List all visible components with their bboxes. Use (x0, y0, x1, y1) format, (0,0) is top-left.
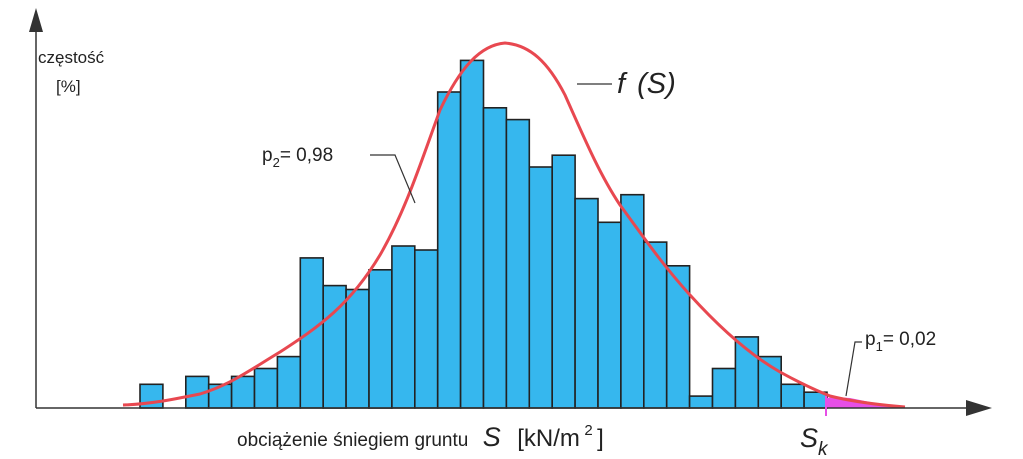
curve-label-f: f (617, 68, 628, 100)
histogram-bar (253, 367, 279, 409)
x-axis-arrow (966, 400, 992, 416)
x-axis-symbol: S (483, 422, 501, 452)
p1-label: p1= 0,02 (865, 329, 936, 354)
histogram-bar (482, 107, 508, 409)
p1-leader (845, 341, 862, 397)
curve-label: f (S) (617, 68, 676, 100)
histogram-bar (665, 264, 691, 409)
histogram-bar (299, 257, 324, 409)
y-axis-unit: [%] (56, 77, 81, 96)
sk-label: Sk (800, 423, 829, 459)
y-axis-arrow (29, 8, 43, 32)
histogram-bar (345, 288, 370, 409)
x-axis-label: obciążenie śniegiem gruntu S [kN/m 2 ] (237, 422, 604, 452)
curve-label-arg: (S) (637, 68, 676, 100)
histogram-bar (391, 245, 416, 409)
histogram-bar (505, 118, 531, 409)
histogram-bar (574, 197, 599, 409)
sk-s: S (800, 423, 818, 453)
histogram-bar (276, 355, 302, 409)
density-curve (122, 41, 906, 409)
x-axis-unit-exp: 2 (584, 422, 592, 439)
p1-value: = 0,02 (883, 329, 936, 350)
histogram-bar (620, 193, 645, 409)
histogram-bar (642, 241, 668, 409)
x-axis-unit: [kN/m (517, 425, 580, 452)
histogram-bar (528, 166, 553, 409)
x-axis-unit-close: ] (597, 425, 604, 452)
histogram-bar (413, 249, 439, 409)
sk-sub: k (818, 439, 829, 459)
histogram-bar (230, 375, 256, 409)
p2-sub: 2 (273, 155, 280, 170)
histogram-bar (597, 221, 622, 409)
histogram-bar (551, 154, 576, 409)
p1-p: p (865, 329, 876, 350)
p2-label: p2= 0,98 (262, 145, 333, 170)
y-axis-label: częstość (38, 48, 105, 67)
histogram-bar (368, 268, 393, 409)
histogram-bar (436, 91, 462, 409)
histogram-bar (711, 367, 737, 409)
p1-sub: 1 (876, 339, 883, 354)
histogram-bar (459, 59, 485, 409)
p2-value: = 0,98 (280, 145, 333, 166)
p2-p: p (262, 145, 273, 166)
histogram-bars (139, 59, 828, 409)
histogram-bar (688, 395, 714, 409)
p2-leader (370, 154, 416, 204)
x-axis-label-text: obciążenie śniegiem gruntu (237, 430, 468, 451)
histogram-bar (780, 383, 805, 409)
